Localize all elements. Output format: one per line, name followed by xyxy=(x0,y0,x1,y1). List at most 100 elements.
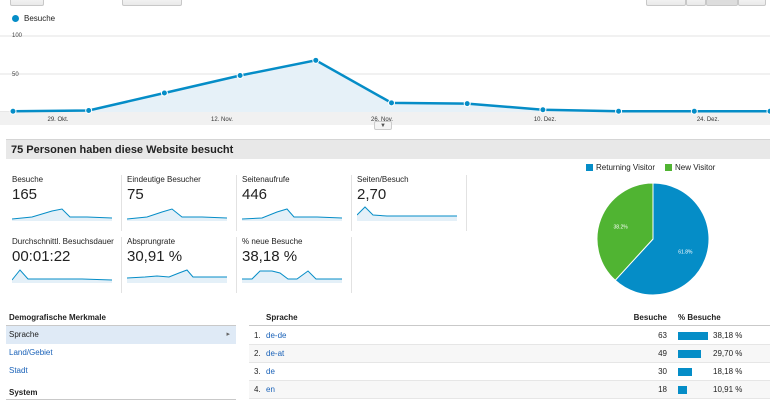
table-row[interactable]: 4. en 18 10,91 % xyxy=(249,381,770,399)
pie-legend-label: Returning Visitor xyxy=(596,163,655,172)
metric-label: Seiten/Besuch xyxy=(357,175,409,184)
pie-slice[interactable] xyxy=(614,182,710,296)
pie-legend: Returning Visitor New Visitor xyxy=(586,163,715,172)
toolbar-button-view-2[interactable] xyxy=(686,0,706,6)
percent-bar xyxy=(678,350,702,358)
metric-label: Durchschnittl. Besuchsdauer xyxy=(12,237,114,246)
demographics-item-country[interactable]: Land/Gebiet xyxy=(6,344,236,362)
legend-dot-icon xyxy=(12,15,19,22)
metric-tile-pageviews[interactable]: Seitenaufrufe 446 xyxy=(242,175,352,231)
table-row[interactable]: 2. de-at 49 29,70 % xyxy=(249,345,770,363)
visits-percent: 38,18 % xyxy=(713,331,743,340)
demographics-item-label: Stadt xyxy=(9,366,28,375)
data-point[interactable] xyxy=(388,99,395,107)
demographics-item-city[interactable]: Stadt xyxy=(6,362,236,380)
row-rank: 4. xyxy=(254,385,261,394)
demographics-item-language[interactable]: Sprache ▸ xyxy=(6,326,236,344)
visits-percent: 10,91 % xyxy=(713,385,743,394)
toolbar-button-view-1[interactable] xyxy=(646,0,686,6)
legend-swatch-icon xyxy=(586,164,593,171)
metric-value: 2,70 xyxy=(357,186,387,203)
visits-percent: 29,70 % xyxy=(713,349,743,358)
metric-tile-visits[interactable]: Besuche 165 xyxy=(12,175,122,231)
toolbar-button-view-4[interactable] xyxy=(738,0,766,6)
data-point[interactable] xyxy=(539,106,547,114)
summary-header: 75 Personen haben diese Website besucht xyxy=(6,139,770,159)
data-point[interactable] xyxy=(690,107,698,115)
column-header-visits: Besuche xyxy=(633,313,667,322)
metric-value: 38,18 % xyxy=(242,248,298,265)
main-chart-legend-label: Besuche xyxy=(24,14,56,23)
language-link[interactable]: de xyxy=(266,367,275,376)
language-link[interactable]: en xyxy=(266,385,275,394)
data-point[interactable] xyxy=(615,107,623,115)
language-link[interactable]: de-de xyxy=(266,331,287,340)
visits-percent: 18,18 % xyxy=(713,367,743,376)
toolbar-button-range[interactable] xyxy=(122,0,182,6)
pie-slice[interactable] xyxy=(596,182,654,282)
row-rank: 1. xyxy=(254,331,261,340)
series-area xyxy=(13,60,770,112)
data-point[interactable] xyxy=(160,89,168,97)
language-table-header: Sprache Besuche % Besuche xyxy=(249,313,770,326)
metric-label: Absprungrate xyxy=(127,237,176,246)
percent-bar xyxy=(678,332,709,340)
toolbar-button-view-3[interactable] xyxy=(706,0,738,6)
metric-tile-avg-duration[interactable]: Durchschnittl. Besuchsdauer 00:01:22 xyxy=(12,237,122,293)
row-rank: 3. xyxy=(254,367,261,376)
metric-sparkline xyxy=(12,269,112,283)
visitor-type-pie-chart[interactable]: 61.8% 38.2% xyxy=(594,180,712,298)
system-section-header: System xyxy=(6,388,236,400)
data-point[interactable] xyxy=(312,56,320,64)
table-row[interactable]: 3. de 30 18,18 % xyxy=(249,363,770,381)
data-point[interactable] xyxy=(85,106,93,114)
x-tick-label: 10. Dez. xyxy=(534,117,557,123)
data-point[interactable] xyxy=(236,72,244,80)
data-point[interactable] xyxy=(9,107,17,115)
percent-bar xyxy=(678,368,693,376)
toolbar xyxy=(0,0,770,8)
legend-swatch-icon xyxy=(665,164,672,171)
metric-value: 165 xyxy=(12,186,38,203)
metric-sparkline xyxy=(127,208,227,221)
metric-tile-unique-visitors[interactable]: Eindeutige Besucher 75 xyxy=(127,175,237,231)
y-tick-label: 100 xyxy=(12,33,23,39)
metric-sparkline xyxy=(127,269,227,283)
visits-count: 30 xyxy=(658,367,667,376)
column-header-language: Sprache xyxy=(266,313,298,322)
visits-count: 49 xyxy=(658,349,667,358)
metric-sparkline xyxy=(242,208,342,221)
x-tick-label: 24. Dez. xyxy=(697,117,720,123)
visits-line-chart[interactable]: 100 50 29. Okt. 12. Nov. 26. Nov. 10. De… xyxy=(0,28,770,128)
x-tick-label: 29. Okt. xyxy=(47,117,68,123)
chart-resize-handle[interactable]: ▼ xyxy=(374,121,392,130)
row-rank: 2. xyxy=(254,349,261,358)
metric-sparkline xyxy=(242,270,342,283)
data-point[interactable] xyxy=(463,100,471,108)
main-chart-legend[interactable]: Besuche xyxy=(12,14,55,23)
table-row[interactable]: 1. de-de 63 38,18 % xyxy=(249,327,770,345)
demographics-item-label: Sprache xyxy=(9,330,39,339)
metric-tile-bounce-rate[interactable]: Absprungrate 30,91 % xyxy=(127,237,237,293)
language-link[interactable]: de-at xyxy=(266,349,285,358)
metric-value: 446 xyxy=(242,186,268,203)
x-tick-label: 12. Nov. xyxy=(211,117,233,123)
pie-legend-item[interactable]: Returning Visitor xyxy=(586,163,655,172)
metric-value: 30,91 % xyxy=(127,248,183,265)
visits-count: 63 xyxy=(658,331,667,340)
summary-title: 75 Personen haben diese Website besucht xyxy=(11,144,234,156)
metric-tile-new-visits[interactable]: % neue Besuche 38,18 % xyxy=(242,237,352,293)
percent-bar xyxy=(678,386,687,394)
metric-label: Eindeutige Besucher xyxy=(127,175,201,184)
toolbar-button-left[interactable] xyxy=(10,0,44,6)
demographics-header: Demografische Merkmale xyxy=(6,313,236,326)
metric-tile-pages-per-visit[interactable]: Seiten/Besuch 2,70 xyxy=(357,175,467,231)
data-point[interactable] xyxy=(766,107,770,115)
pie-legend-item[interactable]: New Visitor xyxy=(665,163,715,172)
metric-value: 75 xyxy=(127,186,144,203)
x-label-band xyxy=(0,112,770,125)
column-header-percent: % Besuche xyxy=(678,313,721,322)
visits-count: 18 xyxy=(658,385,667,394)
metric-label: Seitenaufrufe xyxy=(242,175,290,184)
metric-label: % neue Besuche xyxy=(242,237,303,246)
